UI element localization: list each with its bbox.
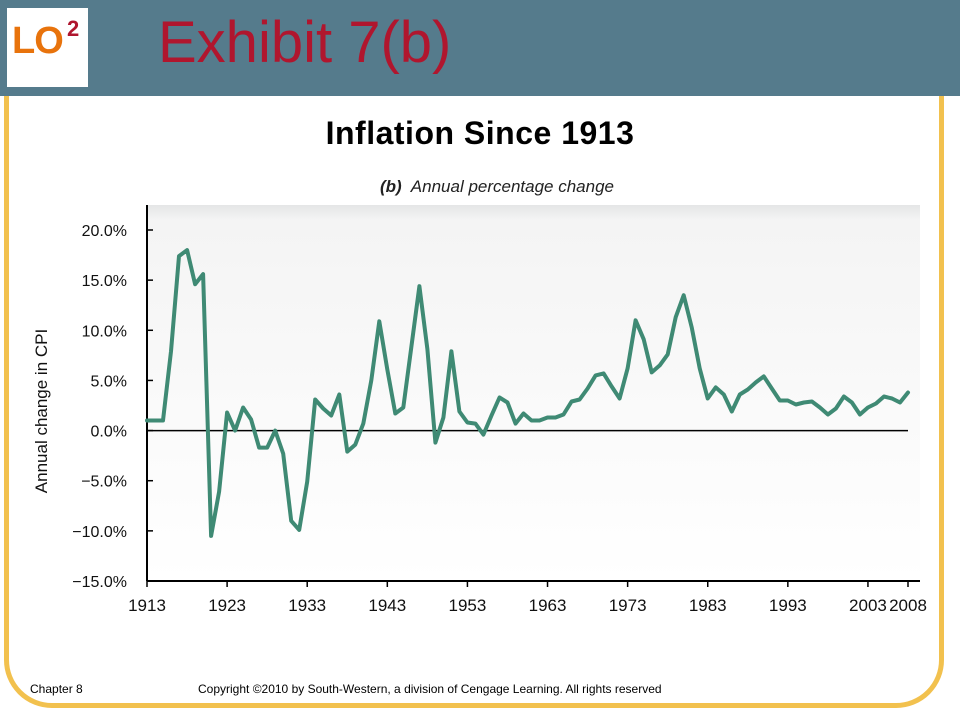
x-tick-label: 1973: [609, 596, 647, 615]
chart-title: Inflation Since 1913: [325, 115, 635, 151]
x-tick-label: 1953: [449, 596, 487, 615]
footer-copyright: Copyright ©2010 by South-Western, a divi…: [198, 682, 662, 696]
x-tick-label: 1983: [689, 596, 727, 615]
x-tick-label: 2003: [849, 596, 887, 615]
y-axis-ticks: 20.0% 15.0% 10.0% 5.0% 0.0% −5.0% −10.0% −15.0%: [72, 223, 153, 591]
x-tick-label: 1913: [128, 596, 166, 615]
y-tick-label: −10.0%: [72, 524, 127, 541]
x-tick-label: 2008: [889, 596, 927, 615]
series-line-cpi: [145, 248, 910, 538]
slide-title: Exhibit 7(b): [158, 10, 452, 75]
learning-objective-label: LO: [12, 20, 64, 62]
learning-objective-number: 2: [67, 16, 80, 41]
panel-title-prefix: (b): [380, 177, 402, 196]
y-tick-label: 10.0%: [82, 323, 127, 340]
x-axis-ticks: 1913 1923 1933 1943 1953 1963 1973 1983 1993 2003…: [128, 581, 927, 615]
y-axis-label: Annual change in CPI: [32, 329, 51, 493]
plot-area: [147, 205, 920, 581]
x-tick-label: 1993: [769, 596, 807, 615]
x-tick-label: 1923: [208, 596, 246, 615]
header-bar-overlay: [0, 0, 960, 96]
y-tick-label: −15.0%: [72, 574, 127, 591]
y-tick-label: 0.0%: [91, 424, 127, 441]
x-tick-label: 1943: [368, 596, 406, 615]
x-tick-label: 1933: [288, 596, 326, 615]
footer-chapter: Chapter 8: [30, 682, 83, 696]
x-tick-label: 1963: [529, 596, 567, 615]
y-tick-label: 20.0%: [82, 223, 127, 240]
y-tick-label: −5.0%: [81, 474, 127, 491]
y-tick-label: 15.0%: [82, 273, 127, 290]
learning-objective-badge: [7, 8, 88, 87]
panel-title: (b) Annual percentage change: [380, 177, 614, 196]
panel-title-text: Annual percentage change: [410, 177, 614, 196]
y-tick-label: 5.0%: [91, 373, 127, 390]
